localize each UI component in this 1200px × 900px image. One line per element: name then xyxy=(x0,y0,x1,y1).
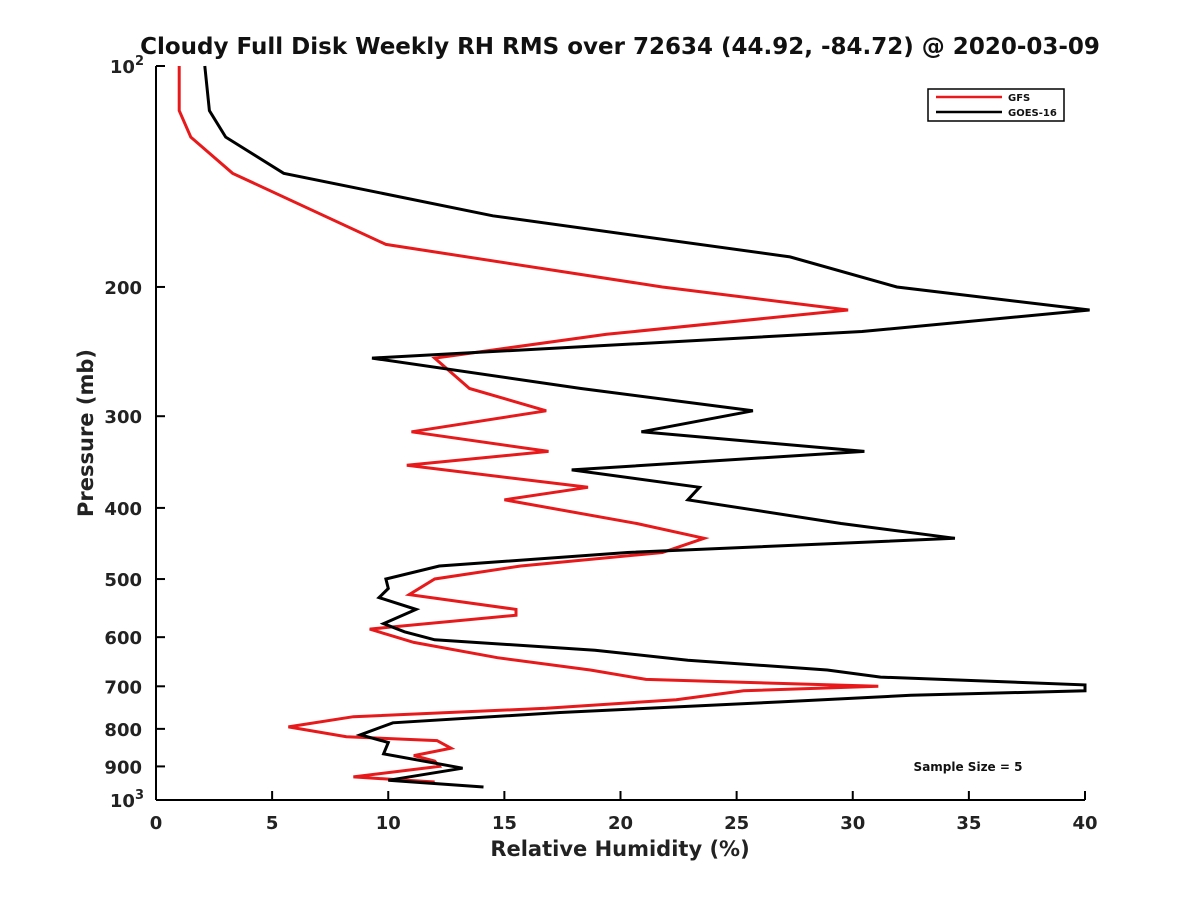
y-tick-label: 600 xyxy=(104,628,142,649)
y-tick-label: 900 xyxy=(104,757,142,778)
axes-layer: 0 5 10 15 20 25 30 35 40 102 200 300 400 500 600 700 800… xyxy=(104,54,1097,834)
y-tick-label: 700 xyxy=(104,677,142,698)
sample-size-annotation: Sample Size = 5 xyxy=(914,760,1023,774)
x-tick-label: 10 xyxy=(376,813,401,834)
x-tick-label: 25 xyxy=(724,813,749,834)
y-tick-label: 300 xyxy=(104,407,142,428)
x-axis-label: Relative Humidity (%) xyxy=(490,837,749,861)
y-tick-label: 102 xyxy=(110,54,144,78)
x-tick-label: 5 xyxy=(266,813,279,834)
y-tick-label: 800 xyxy=(104,720,142,741)
plot-area: 0 5 10 15 20 25 30 35 40 102 200 300 400 500 600 700 800… xyxy=(104,54,1097,834)
x-tick-label: 0 xyxy=(150,813,163,834)
legend-label-gfs: GFS xyxy=(1008,93,1030,104)
chart-title: Cloudy Full Disk Weekly RH RMS over 7263… xyxy=(140,34,1100,60)
x-tick-label: 30 xyxy=(840,813,865,834)
series-layer xyxy=(177,65,1090,789)
series-line-goes16 xyxy=(203,65,1090,789)
y-axis-label: Pressure (mb) xyxy=(74,349,98,517)
x-tick-label: 35 xyxy=(956,813,981,834)
legend: GFS GOES-16 xyxy=(927,88,1065,122)
y-tick-label: 500 xyxy=(104,570,142,591)
legend-box xyxy=(927,88,1065,122)
x-tick-label: 15 xyxy=(492,813,517,834)
legend-label-goes16: GOES-16 xyxy=(1008,108,1057,119)
x-tick-label: 20 xyxy=(608,813,633,834)
x-tick-label: 40 xyxy=(1072,813,1097,834)
y-tick-label: 200 xyxy=(104,278,142,299)
y-tick-label: 103 xyxy=(110,788,144,812)
series-line-gfs xyxy=(177,66,879,784)
y-tick-label: 400 xyxy=(104,499,142,520)
